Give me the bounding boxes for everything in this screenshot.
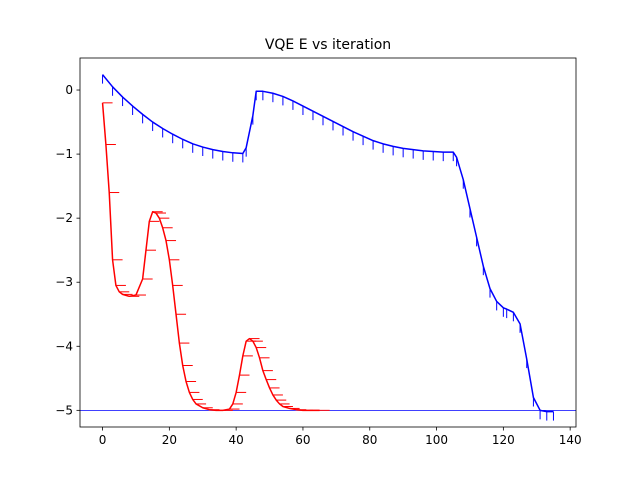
x-tick-label: 140	[559, 433, 582, 447]
plot-frame	[79, 57, 577, 428]
series-0	[101, 74, 554, 421]
series-line	[101, 102, 320, 412]
y-tick-label: 0	[65, 83, 73, 97]
y-tick-label: −1	[55, 147, 73, 161]
y-tick-label: −2	[55, 211, 73, 225]
x-tick-label: 60	[295, 433, 310, 447]
x-tick-label: 20	[162, 433, 177, 447]
y-tick-label: −5	[55, 403, 73, 417]
x-tick-label: 120	[492, 433, 515, 447]
y-tick-label: −4	[55, 339, 73, 353]
y-tick-label: −3	[55, 275, 73, 289]
x-tick-label: 80	[362, 433, 377, 447]
x-tick-label: 0	[99, 433, 107, 447]
series-line	[101, 74, 554, 413]
chart-title: VQE E vs iteration	[265, 37, 391, 53]
x-tick-label: 100	[425, 433, 448, 447]
series-1	[101, 102, 330, 412]
x-tick-label: 40	[229, 433, 244, 447]
